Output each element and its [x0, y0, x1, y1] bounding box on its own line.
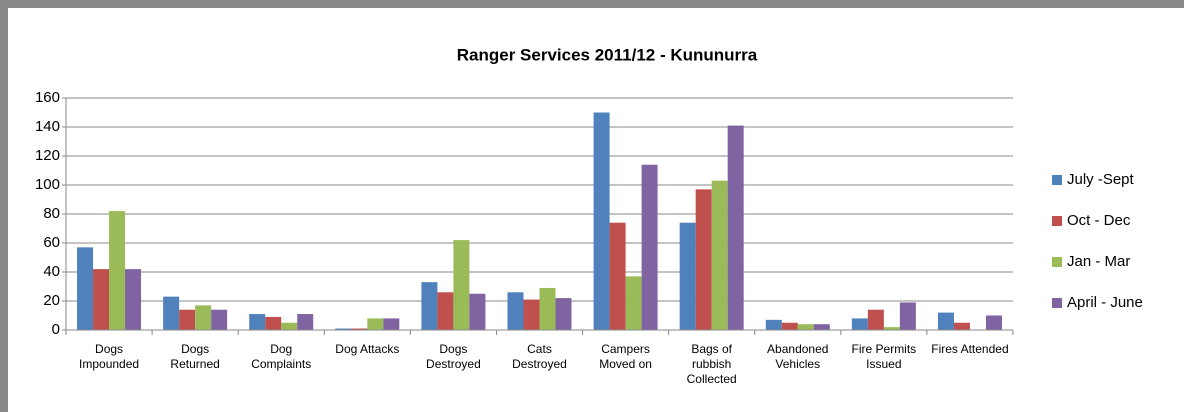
x-tick-label: Abandoned Vehicles — [767, 342, 829, 371]
bar — [727, 125, 744, 330]
y-tick-label: 60 — [43, 234, 60, 251]
x-tick-label: Bags of rubbish Collected — [686, 342, 737, 386]
chart-title: Ranger Services 2011/12 - Kununurra — [457, 45, 758, 64]
bar — [523, 299, 540, 330]
bar — [195, 305, 212, 330]
y-tick-label: 120 — [35, 147, 60, 164]
bar — [593, 112, 610, 330]
y-tick-label: 140 — [35, 118, 60, 135]
x-tick-label: Dogs Returned — [170, 342, 220, 371]
x-tick-label: Fires Attended — [931, 342, 1009, 356]
y-tick-label: 160 — [35, 89, 60, 106]
legend-swatch — [1052, 175, 1062, 185]
legend-label: April - June — [1067, 294, 1143, 311]
bar — [813, 324, 830, 330]
bar — [867, 309, 884, 330]
bar — [555, 298, 572, 330]
bar — [985, 315, 1002, 330]
bar — [335, 328, 352, 330]
bar — [109, 211, 126, 330]
legend-label: July -Sept — [1067, 171, 1135, 188]
bar — [77, 247, 94, 330]
y-tick-label: 40 — [43, 263, 60, 280]
bar — [883, 327, 900, 330]
y-tick-label: 80 — [43, 205, 60, 222]
legend-swatch — [1052, 257, 1062, 267]
legend-label: Oct - Dec — [1067, 212, 1131, 229]
bar — [249, 314, 266, 330]
bar — [695, 189, 712, 330]
x-tick-label: Campers Moved on — [599, 342, 652, 371]
legend-swatch — [1052, 298, 1062, 308]
bar — [679, 222, 696, 330]
bar — [351, 328, 368, 330]
bar — [437, 292, 454, 330]
y-tick-label: 100 — [35, 176, 60, 193]
bar — [797, 324, 814, 330]
bar — [937, 312, 954, 330]
bar — [367, 318, 384, 330]
bar — [93, 269, 110, 330]
bar — [851, 318, 868, 330]
legend-label: Jan - Mar — [1067, 253, 1130, 270]
bar — [641, 164, 658, 330]
x-tick-label: Dogs Impounded — [79, 342, 140, 371]
bar — [453, 240, 470, 330]
bar — [421, 282, 438, 330]
bar — [781, 322, 798, 330]
bar — [899, 302, 916, 330]
x-tick-label: Cats Destroyed — [512, 342, 567, 371]
bar — [265, 316, 282, 330]
x-tick-label: Dogs Destroyed — [426, 342, 481, 371]
x-tick-label: Dog Attacks — [335, 342, 400, 356]
bar — [539, 287, 556, 330]
bar — [211, 309, 228, 330]
bar — [163, 296, 180, 330]
bar — [281, 322, 298, 330]
bar — [609, 222, 626, 330]
y-tick-label: 20 — [43, 292, 60, 309]
legend-swatch — [1052, 216, 1062, 226]
bar — [297, 314, 314, 330]
bar — [711, 180, 728, 330]
bar — [125, 269, 142, 330]
bar — [469, 293, 486, 330]
bar — [953, 322, 970, 330]
y-tick-label: 0 — [52, 321, 60, 338]
bar — [179, 309, 196, 330]
bar — [765, 319, 782, 330]
x-tick-label: Fire Permits Issued — [851, 342, 917, 371]
bar — [383, 318, 400, 330]
bar — [507, 292, 524, 330]
x-tick-label: Dog Complaints — [251, 342, 312, 371]
bar — [625, 276, 642, 330]
